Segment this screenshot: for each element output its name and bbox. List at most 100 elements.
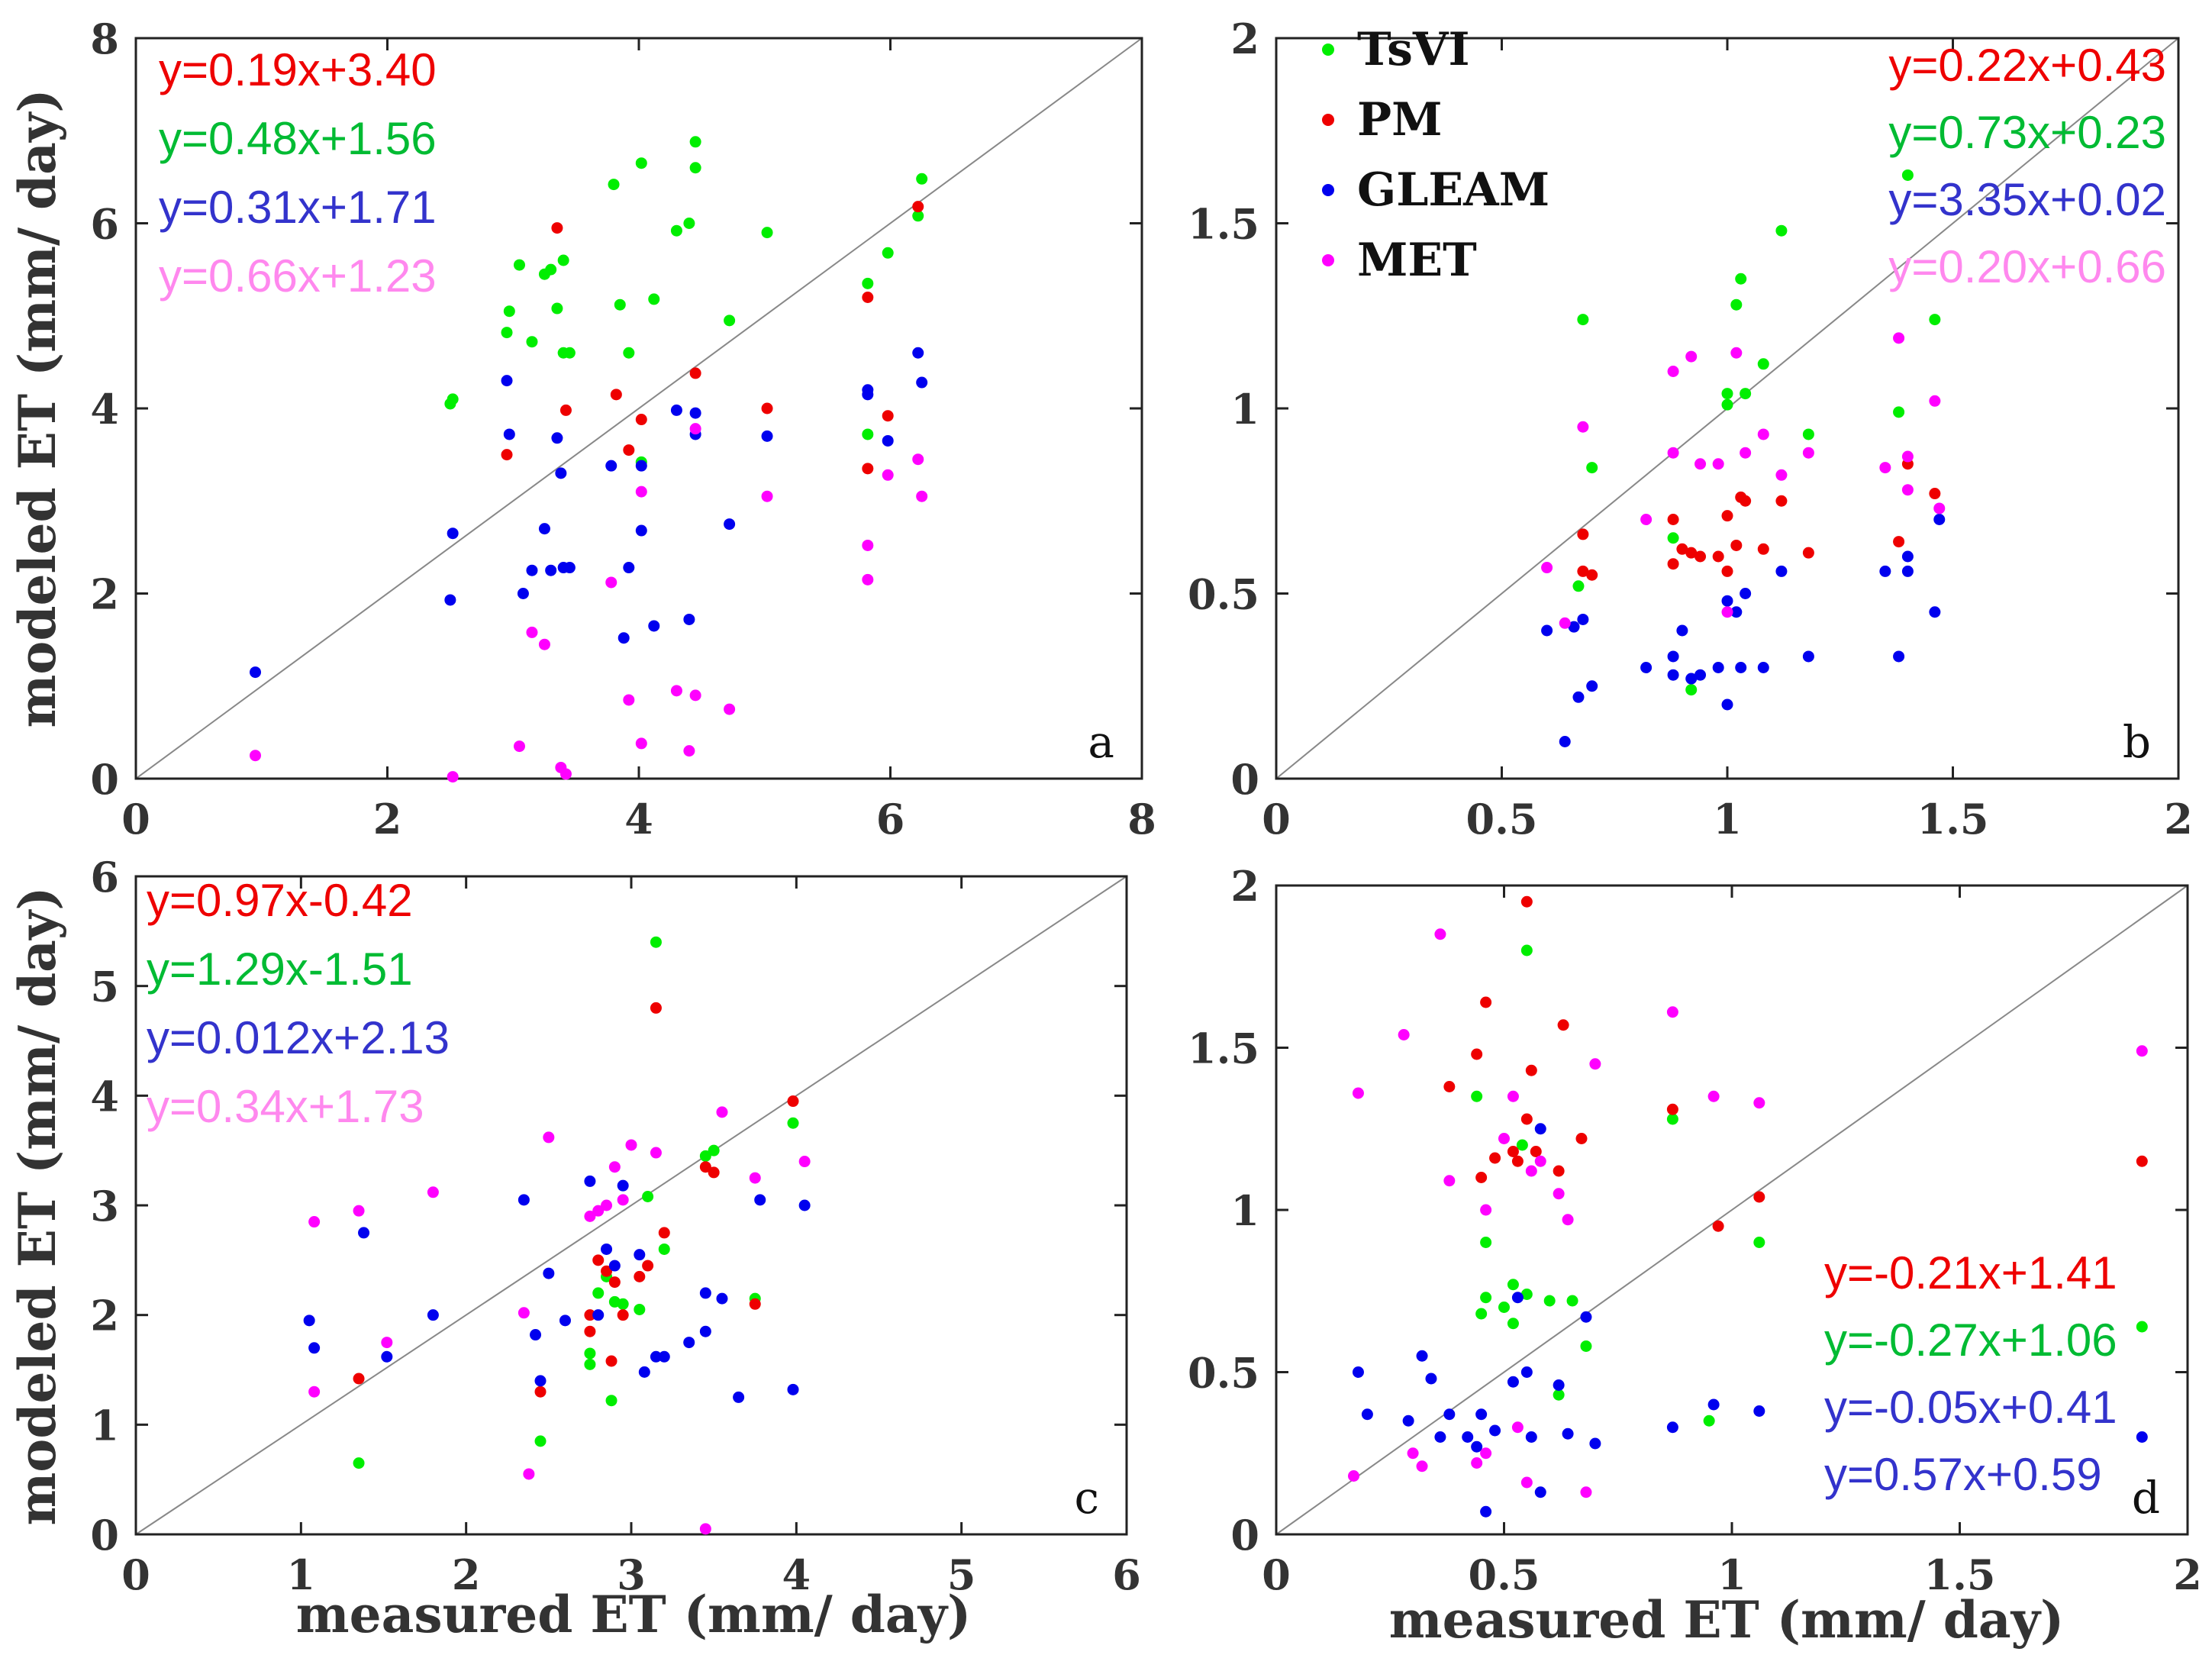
point-pm	[1511, 1155, 1524, 1167]
point-gleam	[1562, 1427, 1574, 1440]
point-met	[1707, 1090, 1720, 1102]
point-tsvi	[1586, 462, 1598, 474]
x-tick-label: 0	[121, 1550, 150, 1599]
point-gleam	[1568, 621, 1580, 633]
point-met	[1534, 1155, 1546, 1167]
point-pm	[551, 222, 563, 234]
point-gleam	[1352, 1366, 1364, 1378]
point-met	[683, 745, 695, 757]
point-gleam	[635, 460, 647, 472]
y-tick-label: 0	[90, 1511, 119, 1560]
point-met	[912, 453, 924, 466]
point-tsvi	[1507, 1279, 1519, 1291]
point-gleam	[1541, 624, 1553, 637]
point-tsvi	[761, 227, 773, 239]
point-gleam	[555, 467, 567, 479]
point-gleam	[563, 562, 576, 574]
x-tick-label: 1	[1713, 795, 1742, 844]
point-pm	[749, 1298, 761, 1310]
point-gleam	[308, 1342, 321, 1354]
point-gleam	[1489, 1424, 1501, 1437]
point-gleam	[1511, 1292, 1524, 1304]
point-met	[1929, 395, 1941, 407]
point-met	[381, 1337, 393, 1349]
point-met	[1398, 1029, 1410, 1040]
point-pm	[592, 1254, 605, 1266]
point-pm	[650, 1002, 662, 1014]
point-met	[1434, 928, 1446, 940]
point-met	[716, 1106, 728, 1118]
point-met	[1753, 1097, 1765, 1109]
point-met	[1562, 1214, 1574, 1226]
point-gleam	[1572, 691, 1585, 703]
point-gleam	[358, 1227, 370, 1239]
point-pm	[1667, 514, 1679, 525]
point-pm	[610, 389, 622, 401]
point-gleam	[623, 562, 635, 574]
point-tsvi	[1666, 1113, 1678, 1125]
y-axis-label: modeled ET (mm/ day)	[8, 89, 67, 727]
point-gleam	[534, 1375, 547, 1387]
point-gleam	[1667, 669, 1679, 681]
point-pm	[1721, 565, 1733, 577]
x-tick-label: 2	[2173, 1550, 2202, 1599]
point-gleam	[543, 1267, 555, 1279]
x-tick-label: 0.5	[1466, 795, 1538, 844]
x-tick-label: 2	[452, 1550, 481, 1599]
point-pm	[1489, 1152, 1501, 1164]
point-tsvi	[689, 136, 701, 148]
point-gleam	[526, 564, 538, 576]
point-pm	[1740, 495, 1752, 507]
point-gleam	[761, 430, 773, 442]
point-tsvi	[623, 347, 635, 359]
point-gleam	[1721, 595, 1733, 607]
point-met	[1577, 421, 1589, 433]
point-gleam	[1559, 736, 1571, 747]
point-pm	[1757, 543, 1769, 555]
point-gleam	[545, 564, 557, 576]
legend-label-gleam: GLEAM	[1357, 163, 1549, 217]
point-met	[1507, 1090, 1519, 1102]
point-pm	[1577, 565, 1589, 577]
point-pm	[2136, 1155, 2148, 1167]
point-tsvi	[1471, 1090, 1483, 1102]
point-gleam	[1933, 514, 1946, 525]
x-tick-label: 2	[373, 795, 402, 844]
regression-equation: y=-0.27x+1.06	[1824, 1315, 2117, 1366]
point-met	[1498, 1133, 1510, 1144]
point-tsvi	[650, 936, 662, 948]
point-met	[1580, 1486, 1592, 1498]
point-gleam	[1640, 662, 1653, 673]
point-gleam	[444, 594, 456, 606]
point-gleam	[1740, 588, 1752, 599]
one-to-one-line	[1275, 885, 2188, 1535]
regression-equation: y=0.34x+1.73	[147, 1081, 424, 1132]
point-pm	[1666, 1103, 1678, 1115]
point-gleam	[798, 1199, 811, 1211]
point-gleam	[1721, 698, 1733, 711]
point-tsvi	[1520, 944, 1533, 956]
y-tick-label: 1	[90, 1401, 119, 1450]
point-tsvi	[1730, 298, 1743, 311]
point-gleam	[1534, 1123, 1546, 1135]
point-met	[617, 1194, 629, 1206]
point-gleam	[1520, 1366, 1533, 1378]
point-pm	[1475, 1172, 1488, 1183]
point-met	[1471, 1457, 1483, 1469]
point-gleam	[1589, 1437, 1601, 1450]
point-met	[689, 689, 701, 702]
point-pm	[1802, 547, 1814, 559]
point-gleam	[1694, 669, 1707, 681]
point-gleam	[648, 620, 660, 632]
point-met	[1802, 447, 1814, 459]
y-tick-label: 0.5	[1188, 1349, 1259, 1398]
point-pm	[1712, 550, 1724, 563]
point-met	[882, 469, 894, 481]
y-tick-label: 1	[1230, 1186, 1259, 1235]
point-gleam	[447, 527, 459, 540]
point-pm	[1586, 569, 1598, 581]
y-tick-label: 0	[1230, 755, 1259, 804]
y-tick-label: 0	[90, 755, 119, 804]
point-pm	[1520, 1113, 1533, 1125]
